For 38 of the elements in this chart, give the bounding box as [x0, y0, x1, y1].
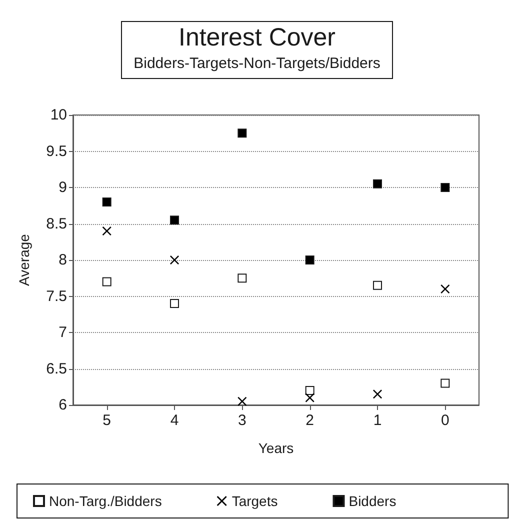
- point: [238, 128, 247, 138]
- point: [373, 280, 382, 290]
- point: [238, 274, 247, 283]
- point: [440, 284, 450, 294]
- y-tick-label: 7: [58, 324, 67, 341]
- y-tick-label: 10: [50, 106, 67, 124]
- point: [102, 277, 112, 286]
- legend-label: Targets: [232, 493, 278, 509]
- chart-title: Interest Cover: [178, 24, 336, 52]
- point: [373, 179, 382, 188]
- y-tick-label: 8.5: [46, 215, 67, 232]
- point: [373, 390, 382, 399]
- y-tick-label: 7.5: [46, 288, 67, 305]
- x-tick-label: 2: [306, 412, 314, 429]
- x-tick-label: 1: [373, 412, 382, 429]
- y-tick-label: 6: [58, 396, 67, 414]
- point: [305, 386, 314, 395]
- point: [305, 256, 314, 264]
- legend-label: Non-Targ./Bidders: [49, 493, 162, 509]
- x-tick-label: 5: [102, 412, 112, 429]
- x-tick-label: 0: [440, 412, 450, 429]
- y-tick-label: 8: [58, 252, 67, 268]
- y-tick-label: 9.5: [46, 142, 67, 160]
- point: [102, 198, 112, 206]
- point: [102, 226, 112, 236]
- legend-label: Bidders: [348, 493, 396, 509]
- chart-subtitle: Bidders-Targets-Non-Targets/Bidders: [134, 55, 380, 72]
- point: [170, 216, 179, 225]
- point: [238, 396, 247, 406]
- x-axis-title: Years: [258, 440, 294, 456]
- y-tick-label: 9: [58, 179, 67, 196]
- x-tick-label: 4: [170, 412, 179, 429]
- point: [440, 183, 450, 192]
- x-tick-label: 3: [238, 412, 246, 429]
- point: [440, 378, 450, 388]
- point: [170, 299, 179, 308]
- y-axis-title: Average: [16, 234, 32, 286]
- y-tick-label: 6.5: [46, 360, 67, 378]
